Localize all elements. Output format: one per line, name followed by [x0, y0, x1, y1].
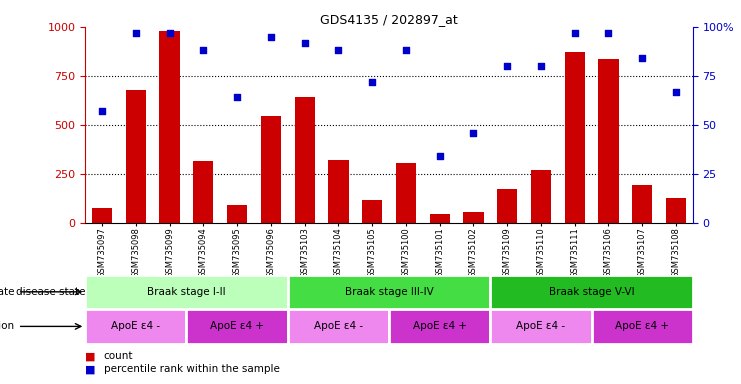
Bar — [85, 309, 187, 344]
Point — [400, 47, 412, 53]
Point — [637, 55, 648, 61]
Bar — [430, 214, 450, 223]
Point — [468, 129, 479, 136]
Point — [670, 88, 682, 94]
Point — [130, 30, 142, 36]
Bar — [463, 212, 484, 223]
Bar — [92, 208, 112, 223]
Bar — [227, 205, 247, 223]
Title: GDS4135 / 202897_at: GDS4135 / 202897_at — [320, 13, 458, 26]
Point — [164, 30, 176, 36]
Bar — [261, 116, 281, 223]
Bar — [85, 275, 288, 309]
Text: ApoE ε4 +: ApoE ε4 + — [413, 321, 467, 331]
Text: genotype/variation: genotype/variation — [0, 321, 14, 331]
Text: disease state: disease state — [0, 287, 14, 297]
Text: ApoE ε4 -: ApoE ε4 - — [516, 321, 565, 331]
Point — [265, 34, 277, 40]
Bar — [193, 161, 213, 223]
Bar — [591, 309, 693, 344]
Bar — [491, 309, 591, 344]
Bar — [531, 170, 551, 223]
Point — [501, 63, 513, 69]
Text: Braak stage V-VI: Braak stage V-VI — [549, 287, 634, 297]
Bar — [159, 31, 180, 223]
Text: Braak stage III-IV: Braak stage III-IV — [345, 287, 433, 297]
Point — [535, 63, 547, 69]
Bar — [497, 189, 517, 223]
Point — [433, 153, 445, 159]
Text: ApoE ε4 -: ApoE ε4 - — [314, 321, 363, 331]
Point — [231, 94, 243, 101]
Bar — [294, 98, 315, 223]
Bar — [598, 59, 619, 223]
Bar — [396, 163, 416, 223]
Text: count: count — [104, 351, 133, 361]
Point — [602, 30, 614, 36]
Text: ApoE ε4 +: ApoE ε4 + — [615, 321, 669, 331]
Bar — [328, 160, 348, 223]
Text: Braak stage I-II: Braak stage I-II — [147, 287, 226, 297]
Bar — [666, 198, 686, 223]
Text: ApoE ε4 -: ApoE ε4 - — [111, 321, 160, 331]
Point — [197, 47, 209, 53]
Text: ApoE ε4 +: ApoE ε4 + — [210, 321, 264, 331]
Point — [299, 40, 310, 46]
Bar — [187, 309, 288, 344]
Point — [366, 79, 378, 85]
Point — [333, 47, 345, 53]
Text: ■: ■ — [85, 364, 96, 374]
Text: ■: ■ — [85, 351, 96, 361]
Bar — [491, 275, 693, 309]
Bar — [565, 52, 585, 223]
Bar — [389, 309, 491, 344]
Point — [569, 30, 581, 36]
Point — [96, 108, 108, 114]
Text: disease state: disease state — [16, 287, 85, 297]
Bar — [288, 275, 491, 309]
Bar — [632, 185, 652, 223]
Bar — [126, 89, 146, 223]
Text: percentile rank within the sample: percentile rank within the sample — [104, 364, 279, 374]
Bar — [288, 309, 389, 344]
Bar — [362, 200, 382, 223]
